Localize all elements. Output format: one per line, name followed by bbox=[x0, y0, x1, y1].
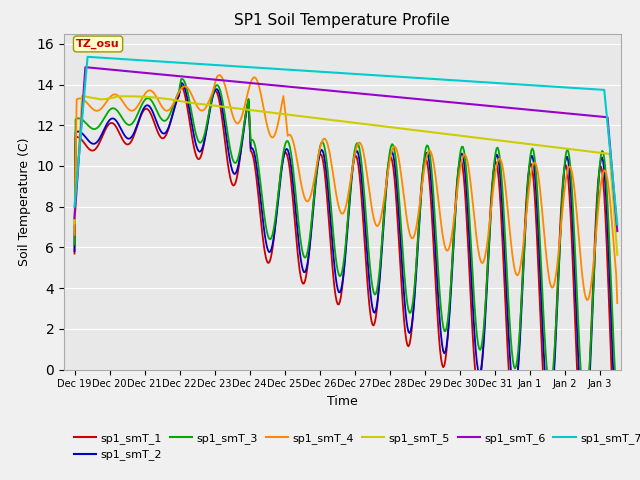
sp1_smT_6 bbox=[81, 64, 89, 70]
Line: sp1_smT_6: sp1_smT_6 bbox=[74, 67, 618, 231]
sp1_smT_3 bbox=[330, 232, 337, 238]
sp1_smT_4 bbox=[395, 156, 403, 161]
Line: sp1_smT_1: sp1_smT_1 bbox=[74, 85, 618, 469]
sp1_smT_5 bbox=[333, 118, 340, 123]
sp1_smT_4 bbox=[602, 168, 609, 174]
sp1_smT_6 bbox=[516, 106, 524, 112]
sp1_smT_5 bbox=[602, 151, 609, 156]
Line: sp1_smT_7: sp1_smT_7 bbox=[74, 57, 618, 224]
sp1_smT_3 bbox=[333, 262, 340, 267]
sp1_smT_6 bbox=[614, 228, 621, 234]
sp1_smT_7 bbox=[602, 98, 609, 104]
sp1_smT_2 bbox=[365, 278, 373, 284]
sp1_smT_2 bbox=[516, 327, 524, 333]
sp1_smT_3 bbox=[395, 189, 403, 195]
sp1_smT_2 bbox=[177, 80, 185, 86]
sp1_smT_1 bbox=[365, 301, 373, 307]
sp1_smT_3 bbox=[516, 316, 524, 322]
sp1_smT_4 bbox=[365, 188, 373, 194]
sp1_smT_6 bbox=[365, 92, 373, 97]
Line: sp1_smT_5: sp1_smT_5 bbox=[74, 96, 618, 255]
sp1_smT_2 bbox=[395, 208, 403, 214]
sp1_smT_2 bbox=[330, 252, 337, 258]
sp1_smT_5 bbox=[78, 93, 86, 99]
sp1_smT_5 bbox=[516, 140, 524, 146]
Title: SP1 Soil Temperature Profile: SP1 Soil Temperature Profile bbox=[234, 13, 451, 28]
Line: sp1_smT_4: sp1_smT_4 bbox=[74, 75, 618, 303]
Text: TZ_osu: TZ_osu bbox=[76, 39, 120, 49]
sp1_smT_6 bbox=[330, 88, 337, 94]
sp1_smT_1 bbox=[70, 251, 78, 256]
sp1_smT_3 bbox=[602, 166, 609, 171]
sp1_smT_1 bbox=[602, 212, 609, 217]
sp1_smT_4 bbox=[614, 300, 621, 306]
sp1_smT_7 bbox=[614, 221, 621, 227]
sp1_smT_5 bbox=[614, 252, 621, 258]
sp1_smT_3 bbox=[70, 242, 78, 248]
sp1_smT_4 bbox=[70, 232, 78, 238]
sp1_smT_4 bbox=[516, 263, 524, 269]
sp1_smT_4 bbox=[215, 72, 223, 78]
sp1_smT_5 bbox=[395, 125, 403, 131]
sp1_smT_7 bbox=[395, 74, 403, 80]
sp1_smT_5 bbox=[70, 220, 78, 226]
sp1_smT_1 bbox=[516, 317, 524, 323]
sp1_smT_5 bbox=[330, 117, 337, 123]
sp1_smT_6 bbox=[395, 95, 403, 100]
sp1_smT_4 bbox=[330, 173, 337, 179]
sp1_smT_7 bbox=[516, 82, 524, 87]
X-axis label: Time: Time bbox=[327, 395, 358, 408]
sp1_smT_6 bbox=[333, 88, 340, 94]
sp1_smT_2 bbox=[602, 182, 609, 188]
sp1_smT_2 bbox=[333, 281, 340, 287]
Y-axis label: Soil Temperature (C): Soil Temperature (C) bbox=[18, 137, 31, 266]
sp1_smT_3 bbox=[614, 405, 621, 411]
sp1_smT_5 bbox=[365, 122, 373, 128]
sp1_smT_1 bbox=[395, 235, 403, 240]
sp1_smT_7 bbox=[365, 72, 373, 78]
sp1_smT_7 bbox=[70, 204, 78, 210]
sp1_smT_7 bbox=[333, 70, 340, 76]
sp1_smT_1 bbox=[614, 466, 621, 472]
sp1_smT_1 bbox=[177, 82, 185, 88]
sp1_smT_7 bbox=[330, 70, 337, 75]
Line: sp1_smT_3: sp1_smT_3 bbox=[74, 79, 618, 408]
Line: sp1_smT_2: sp1_smT_2 bbox=[74, 83, 618, 444]
sp1_smT_2 bbox=[70, 248, 78, 254]
Legend: sp1_smT_1, sp1_smT_2, sp1_smT_3, sp1_smT_4, sp1_smT_5, sp1_smT_6, sp1_smT_7: sp1_smT_1, sp1_smT_2, sp1_smT_3, sp1_smT… bbox=[70, 429, 640, 465]
sp1_smT_1 bbox=[333, 299, 340, 304]
sp1_smT_3 bbox=[179, 76, 186, 82]
sp1_smT_7 bbox=[84, 54, 92, 60]
sp1_smT_1 bbox=[330, 275, 337, 280]
sp1_smT_4 bbox=[333, 194, 340, 200]
sp1_smT_3 bbox=[365, 256, 373, 262]
sp1_smT_2 bbox=[614, 441, 621, 446]
sp1_smT_6 bbox=[602, 114, 609, 120]
sp1_smT_6 bbox=[70, 215, 78, 221]
